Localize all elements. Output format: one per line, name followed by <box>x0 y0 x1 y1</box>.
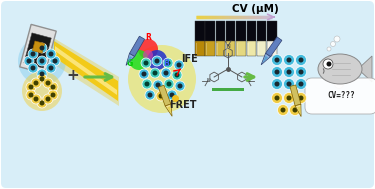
Circle shape <box>18 37 66 85</box>
FancyBboxPatch shape <box>267 41 277 56</box>
FancyBboxPatch shape <box>216 21 225 41</box>
Circle shape <box>26 90 36 100</box>
FancyBboxPatch shape <box>236 21 246 41</box>
Circle shape <box>296 92 306 104</box>
Circle shape <box>174 60 184 70</box>
Circle shape <box>334 36 340 42</box>
Circle shape <box>37 56 47 66</box>
Circle shape <box>278 105 288 115</box>
Circle shape <box>161 68 171 78</box>
Circle shape <box>296 67 306 77</box>
Circle shape <box>174 73 180 77</box>
Ellipse shape <box>318 54 362 84</box>
Polygon shape <box>126 53 135 65</box>
Text: G: G <box>127 59 133 67</box>
Circle shape <box>22 71 62 111</box>
FancyBboxPatch shape <box>226 43 228 55</box>
FancyBboxPatch shape <box>212 88 244 91</box>
Circle shape <box>45 81 51 85</box>
Circle shape <box>43 94 53 104</box>
Circle shape <box>144 81 150 87</box>
FancyBboxPatch shape <box>205 21 215 41</box>
Circle shape <box>296 54 306 66</box>
Circle shape <box>284 92 294 104</box>
Circle shape <box>31 94 41 104</box>
Circle shape <box>286 81 291 87</box>
Circle shape <box>298 81 303 87</box>
Circle shape <box>165 60 171 66</box>
Circle shape <box>51 92 55 98</box>
Text: N: N <box>226 43 230 49</box>
FancyBboxPatch shape <box>195 21 204 41</box>
Circle shape <box>37 69 47 79</box>
Circle shape <box>30 65 36 70</box>
Circle shape <box>33 81 39 85</box>
Circle shape <box>274 57 279 63</box>
FancyBboxPatch shape <box>205 41 215 56</box>
Circle shape <box>327 61 332 67</box>
Polygon shape <box>55 46 117 95</box>
Polygon shape <box>358 56 372 82</box>
FancyBboxPatch shape <box>268 43 269 55</box>
Circle shape <box>272 67 282 77</box>
Polygon shape <box>297 107 301 115</box>
FancyBboxPatch shape <box>247 43 249 55</box>
FancyBboxPatch shape <box>226 21 236 41</box>
Circle shape <box>48 51 54 57</box>
FancyBboxPatch shape <box>237 43 238 55</box>
Polygon shape <box>54 41 118 101</box>
Circle shape <box>172 70 182 80</box>
Circle shape <box>290 105 300 115</box>
Circle shape <box>33 97 39 101</box>
FancyBboxPatch shape <box>267 21 277 41</box>
Circle shape <box>154 59 159 64</box>
Circle shape <box>142 79 152 89</box>
Circle shape <box>298 70 303 74</box>
Circle shape <box>45 97 51 101</box>
Polygon shape <box>32 41 45 53</box>
FancyBboxPatch shape <box>216 41 225 56</box>
FancyBboxPatch shape <box>216 43 217 55</box>
Circle shape <box>129 50 149 70</box>
Text: R: R <box>145 33 151 42</box>
Circle shape <box>143 50 153 60</box>
Circle shape <box>24 56 34 66</box>
Circle shape <box>274 70 279 74</box>
Circle shape <box>31 78 41 88</box>
Text: CV (μM): CV (μM) <box>232 4 278 14</box>
FancyBboxPatch shape <box>195 41 204 56</box>
Circle shape <box>323 59 333 69</box>
Circle shape <box>28 63 38 73</box>
Circle shape <box>272 92 282 104</box>
Circle shape <box>139 69 149 79</box>
Circle shape <box>292 108 297 112</box>
Polygon shape <box>20 24 56 74</box>
Circle shape <box>284 67 294 77</box>
Circle shape <box>298 95 303 101</box>
Circle shape <box>145 90 155 100</box>
Circle shape <box>286 57 291 63</box>
Text: +: + <box>67 68 80 84</box>
Polygon shape <box>52 37 119 106</box>
Circle shape <box>298 57 303 63</box>
Circle shape <box>274 81 279 87</box>
FancyBboxPatch shape <box>257 21 266 41</box>
Circle shape <box>327 47 331 51</box>
Circle shape <box>53 59 57 64</box>
FancyBboxPatch shape <box>206 43 207 55</box>
Circle shape <box>334 80 344 88</box>
Circle shape <box>175 81 185 91</box>
Circle shape <box>153 80 163 90</box>
Circle shape <box>30 51 36 57</box>
FancyBboxPatch shape <box>246 21 256 41</box>
Polygon shape <box>127 56 132 64</box>
Circle shape <box>280 108 285 112</box>
Circle shape <box>326 68 330 74</box>
Polygon shape <box>165 104 172 116</box>
Circle shape <box>43 78 53 88</box>
Text: B: B <box>163 59 169 67</box>
Circle shape <box>26 82 36 92</box>
Circle shape <box>153 70 158 75</box>
Polygon shape <box>261 53 270 65</box>
